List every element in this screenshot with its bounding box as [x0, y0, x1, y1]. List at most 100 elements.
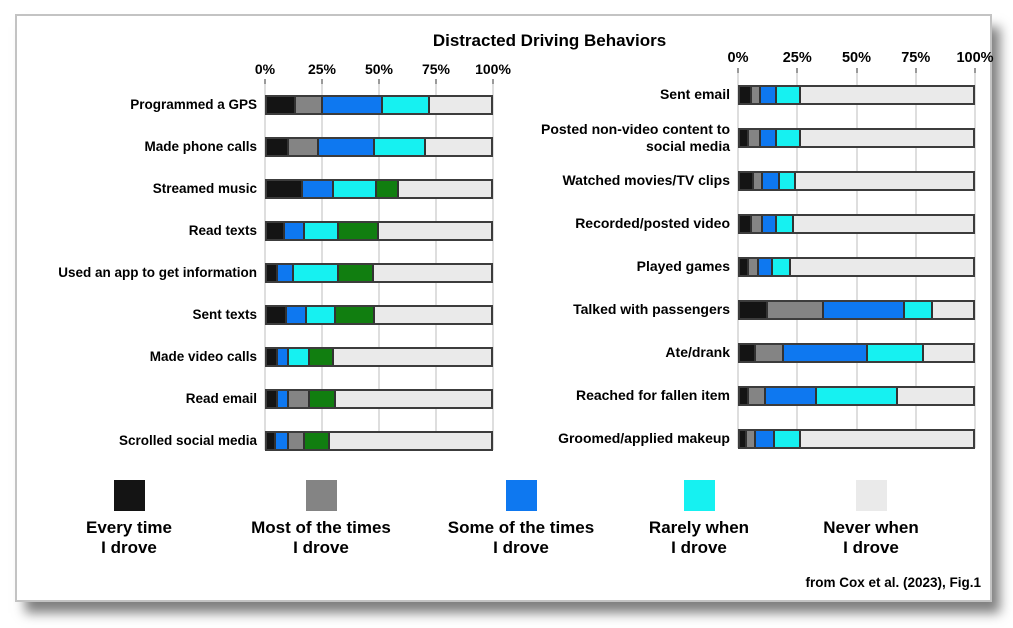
axis-tick-label: 100% — [475, 61, 511, 77]
bar-segment-rarely — [777, 215, 794, 232]
row-label: Scrolled social media — [118, 432, 257, 448]
bar-segment-most — [753, 172, 764, 189]
table-row: Sent texts — [33, 294, 493, 336]
table-row: Reached for fallen item — [540, 374, 975, 417]
bar-segment-rarely — [334, 181, 377, 197]
bar-segment-every — [267, 139, 290, 155]
chart-title: Distracted Driving Behaviors — [432, 31, 667, 50]
stacked-bar — [265, 137, 493, 157]
legend: Every time I drove Most of the times I dr… — [17, 480, 990, 572]
bar-segment-rarely — [774, 430, 801, 447]
bar-segment-some — [756, 430, 775, 447]
axis-tick-label: 50% — [364, 61, 394, 77]
bar-segment-some — [823, 301, 906, 318]
bar-segment-every — [267, 265, 279, 281]
table-row: Used an app to get information — [33, 252, 493, 294]
row-label: Used an app to get information — [58, 264, 257, 280]
row-label: Sent texts — [192, 306, 257, 322]
axis-tick-mark — [264, 79, 266, 86]
bar-segment-rarely — [293, 265, 339, 281]
legend-label: Most of the times I drove — [251, 518, 391, 558]
bar-segment-rarely — [374, 139, 427, 155]
table-row: Talked with passengers — [540, 288, 975, 331]
bar-segment-most — [749, 129, 761, 146]
stacked-bar — [265, 179, 493, 199]
stacked-bar — [265, 95, 493, 115]
axis-tick-label: 50% — [841, 50, 872, 66]
bar-segment-some — [763, 172, 780, 189]
axis-tick-mark — [492, 79, 494, 86]
bar-segment-every — [267, 307, 288, 323]
table-row: Sent email — [540, 73, 975, 116]
figure-frame: Distracted Driving Behaviors 0% 25% 50% 75%… — [15, 14, 994, 602]
bar-segment-every — [740, 172, 754, 189]
legend-swatch-rarely — [683, 480, 715, 511]
rows-right: Sent email Posted non-video content to so… — [540, 73, 976, 460]
table-row: Watched movies/TV clips — [540, 159, 975, 202]
axis-tick-mark — [378, 79, 380, 86]
bar-segment-some — [318, 139, 375, 155]
bar-segment-some — [302, 181, 335, 197]
row-label: Talked with passengers — [573, 301, 730, 318]
bar-segment-never — [898, 387, 973, 404]
charts-area: 0% 25% 50% 75% 100% Programmed a GPS Made pho… — [17, 50, 994, 462]
row-label: Read email — [185, 390, 257, 406]
table-row: Streamed music — [33, 168, 493, 210]
bar-segment-never — [800, 129, 973, 146]
row-label: Played games — [636, 258, 730, 275]
legend-label: Every time I drove — [86, 518, 172, 558]
stacked-bar — [738, 127, 975, 148]
bar-segment-green — [376, 181, 400, 197]
stacked-bar — [738, 299, 975, 320]
bar-segment-never — [329, 433, 491, 449]
bar-segment-some — [287, 307, 308, 323]
axis-tick-label: 25% — [782, 50, 812, 66]
row-label: Sent email — [659, 86, 730, 103]
bar-segment-rarely — [777, 129, 801, 146]
bar-segment-most — [749, 387, 766, 404]
bar-segment-most — [296, 97, 323, 113]
bar-segment-some — [758, 258, 773, 275]
bar-segment-every — [267, 97, 297, 113]
stacked-bar — [738, 170, 975, 191]
bar-segment-most — [751, 215, 764, 232]
row-label: Programmed a GPS — [130, 96, 257, 112]
row-label: Recorded/posted video — [575, 215, 730, 232]
axis-tick-mark — [796, 68, 799, 75]
table-row: Played games — [540, 245, 975, 288]
axis-tick-mark — [435, 79, 437, 86]
bar-segment-rarely — [307, 307, 337, 323]
bar-segment-some — [763, 215, 778, 232]
bar-segment-every — [740, 215, 752, 232]
bar-segment-rarely — [289, 349, 310, 365]
bar-segment-some — [760, 86, 778, 103]
bar-segment-every — [267, 391, 279, 407]
row-label: Groomed/applied makeup — [558, 430, 730, 447]
axis-tick-label: 0% — [254, 61, 276, 77]
legend-swatch-never — [855, 480, 887, 511]
bar-segment-never — [793, 215, 973, 232]
bar-segment-every — [267, 349, 279, 365]
row-label: Made phone calls — [144, 138, 257, 154]
stacked-bar — [738, 213, 975, 234]
bar-segment-most — [289, 139, 319, 155]
legend-label: Some of the times I drove — [447, 518, 595, 558]
bar-segment-never — [374, 265, 491, 281]
stacked-bar — [738, 256, 975, 277]
gridline — [492, 84, 494, 450]
bar-segment-some — [278, 349, 290, 365]
table-row: Scrolled social media — [33, 420, 493, 462]
stacked-bar — [265, 347, 493, 367]
attribution: from Cox et al. (2023), Fig.1 — [805, 575, 981, 590]
bar-segment-most — [749, 258, 759, 275]
stacked-bar — [265, 431, 493, 451]
table-row: Made video calls — [33, 336, 493, 378]
bar-segment-every — [267, 433, 276, 449]
legend-item-some: Some of the times I drove — [421, 480, 621, 558]
bar-segment-rarely — [868, 344, 925, 361]
bar-segment-most — [289, 433, 306, 449]
axis-tick-label: 100% — [956, 50, 994, 66]
bar-segment-green — [336, 307, 375, 323]
table-row: Groomed/applied makeup — [540, 417, 975, 460]
bar-segment-most — [756, 344, 785, 361]
